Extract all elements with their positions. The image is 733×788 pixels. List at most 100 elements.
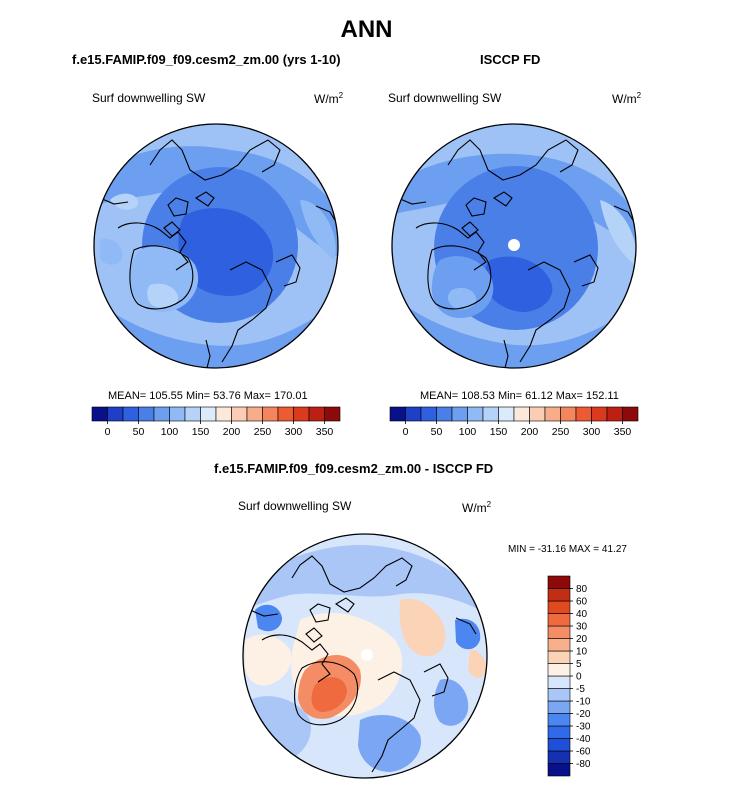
colorbar3-swatch	[547, 750, 571, 764]
colorbar2-swatch	[420, 406, 437, 422]
colorbar3-tick-label: 0	[576, 672, 582, 683]
colorbar3-tick-label: 40	[576, 609, 588, 620]
colorbar2-swatch	[544, 406, 561, 422]
colorbar1-swatch	[184, 406, 201, 422]
colorbar3-swatch	[547, 713, 571, 727]
colorbar1-swatch	[262, 406, 279, 422]
colorbar1-swatch	[308, 406, 325, 422]
panel3-stats: MIN = -31.16 MAX = 41.27	[508, 544, 627, 555]
panel3-title: f.e15.FAMIP.f09_f09.cesm2_zm.00 - ISCCP …	[214, 461, 494, 476]
colorbar1-tick-label: 200	[223, 426, 241, 438]
map2-boundary	[391, 123, 637, 369]
colorbar2-swatch	[498, 406, 515, 422]
colorbar1-swatch	[91, 406, 108, 422]
colorbar2-tick-label: 300	[583, 426, 601, 438]
colorbar2-swatch	[606, 406, 623, 422]
colorbar3-tick-label: 10	[576, 647, 588, 658]
colorbar2-swatch	[513, 406, 530, 422]
colorbar3-swatch	[547, 663, 571, 677]
colorbar3-swatch	[547, 613, 571, 627]
colorbar3-swatch	[547, 575, 571, 589]
panel3-variable-label: Surf downwelling SW	[238, 499, 352, 513]
colorbar1-tick-label: 350	[316, 426, 334, 438]
colorbar1-tick-label: 50	[133, 426, 145, 438]
colorbar2-swatch	[560, 406, 577, 422]
colorbar1-tick-label: 300	[285, 426, 303, 438]
colorbar1-swatch	[153, 406, 170, 422]
panel2-stats: MEAN= 108.53 Min= 61.12 Max= 152.11	[420, 390, 619, 402]
panel1-variable-label: Surf downwelling SW	[92, 91, 206, 105]
map3-field	[243, 534, 487, 778]
colorbar3-swatch	[547, 600, 571, 614]
colorbar3-tick-label: 60	[576, 597, 588, 608]
colorbar3-tick-label: 20	[576, 634, 588, 645]
colorbar3-tick-label: 5	[576, 659, 582, 670]
colorbar2-tick-label: 50	[431, 426, 443, 438]
colorbar3-swatch	[547, 650, 571, 664]
colorbar3-tick-label: -10	[576, 697, 591, 708]
panel1-units: W/m2	[314, 91, 344, 106]
colorbar3-tick-label: -5	[576, 684, 585, 695]
colorbar3-tick-label: -60	[576, 747, 591, 758]
colorbar1-tick-label: 0	[105, 426, 111, 438]
colorbar2-swatch	[591, 406, 608, 422]
map3-coastlines	[249, 555, 477, 773]
colorbar2-swatch	[622, 406, 639, 422]
colorbar-panel1: 0 50 100 150 200 250 300 350	[91, 406, 341, 438]
colorbar3-tick-label: 80	[576, 584, 588, 595]
colorbar2-swatch	[389, 406, 406, 422]
colorbar2-tick-label: 0	[403, 426, 409, 438]
colorbar3-swatch	[547, 725, 571, 739]
colorbar1-swatch	[293, 406, 310, 422]
colorbar1-swatch	[215, 406, 232, 422]
colorbar1-swatch	[122, 406, 139, 422]
panel2-variable-label: Surf downwelling SW	[388, 91, 502, 105]
colorbar3-tick-label: -40	[576, 734, 591, 745]
colorbar1-swatch	[107, 406, 124, 422]
colorbar3-tick-label: -20	[576, 709, 591, 720]
map3-boundary	[242, 533, 488, 779]
colorbar2-tick-label: 250	[552, 426, 570, 438]
colorbar1-tick-label: 150	[192, 426, 210, 438]
colorbar1-swatch	[138, 406, 155, 422]
map1-boundary	[93, 123, 339, 369]
colorbar3-swatch	[547, 588, 571, 602]
map1-coastlines	[99, 139, 337, 368]
map2-coastlines	[397, 139, 635, 368]
colorbar2-tick-label: 350	[614, 426, 632, 438]
colorbar2-swatch	[436, 406, 453, 422]
colorbar3-swatch	[547, 738, 571, 752]
colorbar3-swatch	[547, 700, 571, 714]
colorbar-panel2: 0 50 100 150 200 250 300 350	[389, 406, 639, 438]
colorbar2-swatch	[451, 406, 468, 422]
colorbar2-swatch	[529, 406, 546, 422]
colorbar3-tick-label: -80	[576, 759, 591, 770]
colorbar3-tick-label: -30	[576, 722, 591, 733]
panel1-title: f.e15.FAMIP.f09_f09.cesm2_zm.00 (yrs 1-1…	[72, 52, 341, 67]
colorbar2-tick-label: 100	[459, 426, 477, 438]
colorbar2-swatch	[575, 406, 592, 422]
colorbar1-swatch	[246, 406, 263, 422]
colorbar1-tick-label: 100	[161, 426, 179, 438]
colorbar2-swatch	[482, 406, 499, 422]
map1-field	[94, 124, 338, 368]
colorbar3-swatch	[547, 763, 571, 777]
colorbar2-swatch	[467, 406, 484, 422]
colorbar2-tick-label: 200	[521, 426, 539, 438]
panel3-units: W/m2	[462, 500, 492, 515]
colorbar1-swatch	[231, 406, 248, 422]
colorbar2-swatch	[405, 406, 422, 422]
colorbar1-swatch	[200, 406, 217, 422]
colorbar3-swatch	[547, 638, 571, 652]
colorbar3-tick-label: 30	[576, 622, 588, 633]
colorbar3-swatch	[547, 675, 571, 689]
panel2-units: W/m2	[612, 91, 642, 106]
colorbar1-tick-label: 250	[254, 426, 272, 438]
colorbar2-tick-label: 150	[490, 426, 508, 438]
colorbar1-swatch	[324, 406, 341, 422]
colorbar3-swatch	[547, 688, 571, 702]
colorbar1-swatch	[169, 406, 186, 422]
colorbar1-swatch	[277, 406, 294, 422]
